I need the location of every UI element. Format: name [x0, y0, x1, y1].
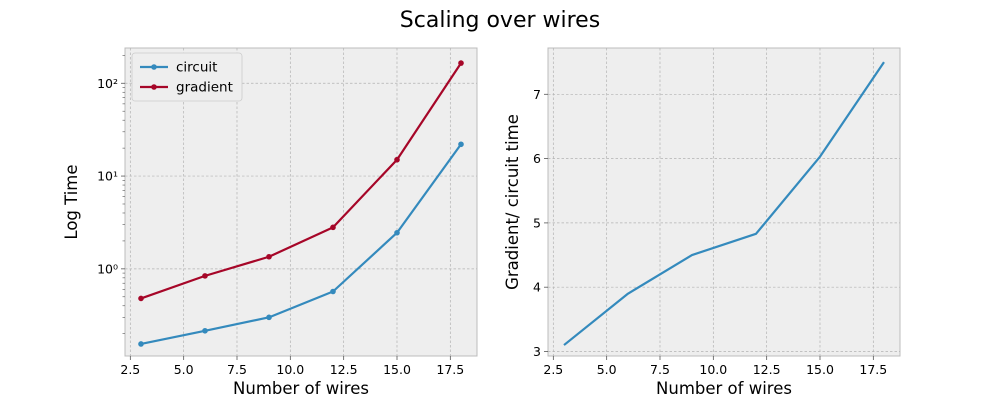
legend: circuit gradient	[131, 52, 243, 102]
y-tick-label: 10²	[97, 76, 118, 91]
x-tick-label: 5.0	[174, 362, 194, 377]
x-tick-label: 17.5	[436, 362, 464, 377]
x-tick-label: 15.0	[806, 362, 834, 377]
circuit-point	[202, 327, 208, 334]
y-tick-label: 6	[533, 151, 541, 166]
legend-marker-gradient	[151, 84, 157, 90]
circuit-point	[330, 288, 336, 295]
y-axis-label: Log Time	[62, 164, 81, 239]
circuit-point	[138, 341, 144, 347]
x-tick-label: 5.0	[597, 362, 617, 377]
y-tick-label: 4	[533, 280, 541, 295]
x-tick-label: 12.5	[753, 362, 781, 377]
legend-box	[131, 52, 243, 102]
legend-label-gradient: gradient	[176, 80, 233, 96]
x-tick-label: 2.5	[543, 362, 563, 377]
x-tick-label: 2.5	[120, 362, 140, 377]
gradient-point	[458, 60, 464, 66]
gradient-point	[202, 273, 208, 279]
gradient-line	[140, 62, 462, 300]
y-tick-label: 10¹	[97, 169, 118, 184]
legend-label-circuit: circuit	[176, 60, 217, 76]
x-tick-label: 12.5	[330, 362, 358, 377]
y-tick-label: 3	[533, 344, 541, 359]
gradient-point	[330, 224, 336, 231]
right-plot-ratio: 2.5 5.0 7.5 10.0 12.5 15.0 17.5 3 4 5 6 7 Number of …	[503, 47, 901, 398]
y-tick-label: 7	[533, 87, 541, 102]
circuit-line	[140, 143, 462, 346]
x-tick-label: 15.0	[383, 362, 411, 377]
gradient-point	[394, 156, 400, 163]
x-tick-label: 7.5	[650, 362, 670, 377]
x-tick-label: 17.5	[859, 362, 887, 377]
x-tick-label: 10.0	[699, 362, 727, 377]
figure-title: Scaling over wires	[400, 8, 600, 33]
y-tick-label: 5	[533, 215, 541, 230]
legend-marker-circuit	[151, 64, 157, 70]
y-tick-label: 10⁰	[97, 261, 118, 276]
gradient-point	[138, 295, 144, 302]
y-axis-label: Gradient/ circuit time	[503, 114, 522, 290]
circuit-point	[394, 229, 400, 236]
circuit-point	[458, 141, 464, 148]
left-plot-log-time: 2.5 5.0 7.5 10.0 12.5 15.0 17.5 10⁰ 10¹ 10² Number…	[62, 47, 478, 398]
series-0-line	[563, 61, 885, 346]
gradient-point	[266, 253, 272, 260]
x-axis-label: Number of wires	[656, 379, 792, 398]
x-tick-label: 7.5	[227, 362, 247, 377]
circuit-point	[266, 314, 272, 321]
x-axis-label: Number of wires	[233, 379, 369, 398]
x-tick-label: 10.0	[276, 362, 304, 377]
